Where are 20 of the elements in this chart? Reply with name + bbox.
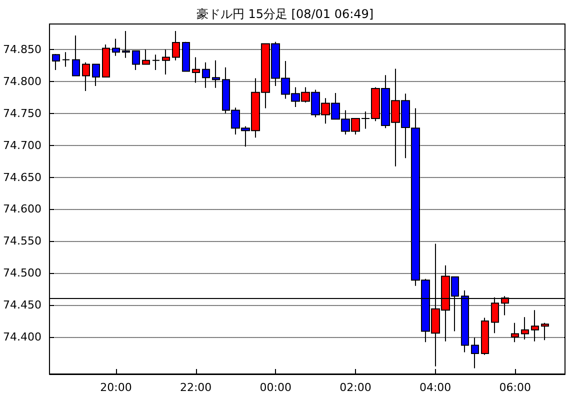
y-tick-label: 74.800 <box>2 74 42 88</box>
y-tick-label: 74.600 <box>2 202 42 216</box>
chart-title: 豪ドル円 15分足 [08/01 06:49] <box>196 7 374 21</box>
y-tick-label: 74.750 <box>2 106 42 120</box>
x-tick-label: 02:00 <box>340 381 372 394</box>
y-tick-label: 74.400 <box>2 330 42 344</box>
y-tick-label: 74.450 <box>2 298 42 312</box>
x-tick-label: 06:00 <box>499 381 531 394</box>
candlestick <box>152 54 160 70</box>
candlestick <box>62 52 70 68</box>
y-tick-label: 74.550 <box>2 234 42 248</box>
y-tick-label: 74.700 <box>2 138 42 152</box>
x-tick-label: 04:00 <box>419 381 452 394</box>
y-tick-label: 74.500 <box>2 266 42 280</box>
y-tick-label: 74.850 <box>2 43 42 56</box>
y-tick-label: 74.650 <box>2 170 42 184</box>
candlestick <box>52 54 60 70</box>
x-tick-label: 00:00 <box>260 381 292 394</box>
x-tick-label: 20:00 <box>100 381 132 394</box>
x-tick-label: 22:00 <box>180 381 212 394</box>
